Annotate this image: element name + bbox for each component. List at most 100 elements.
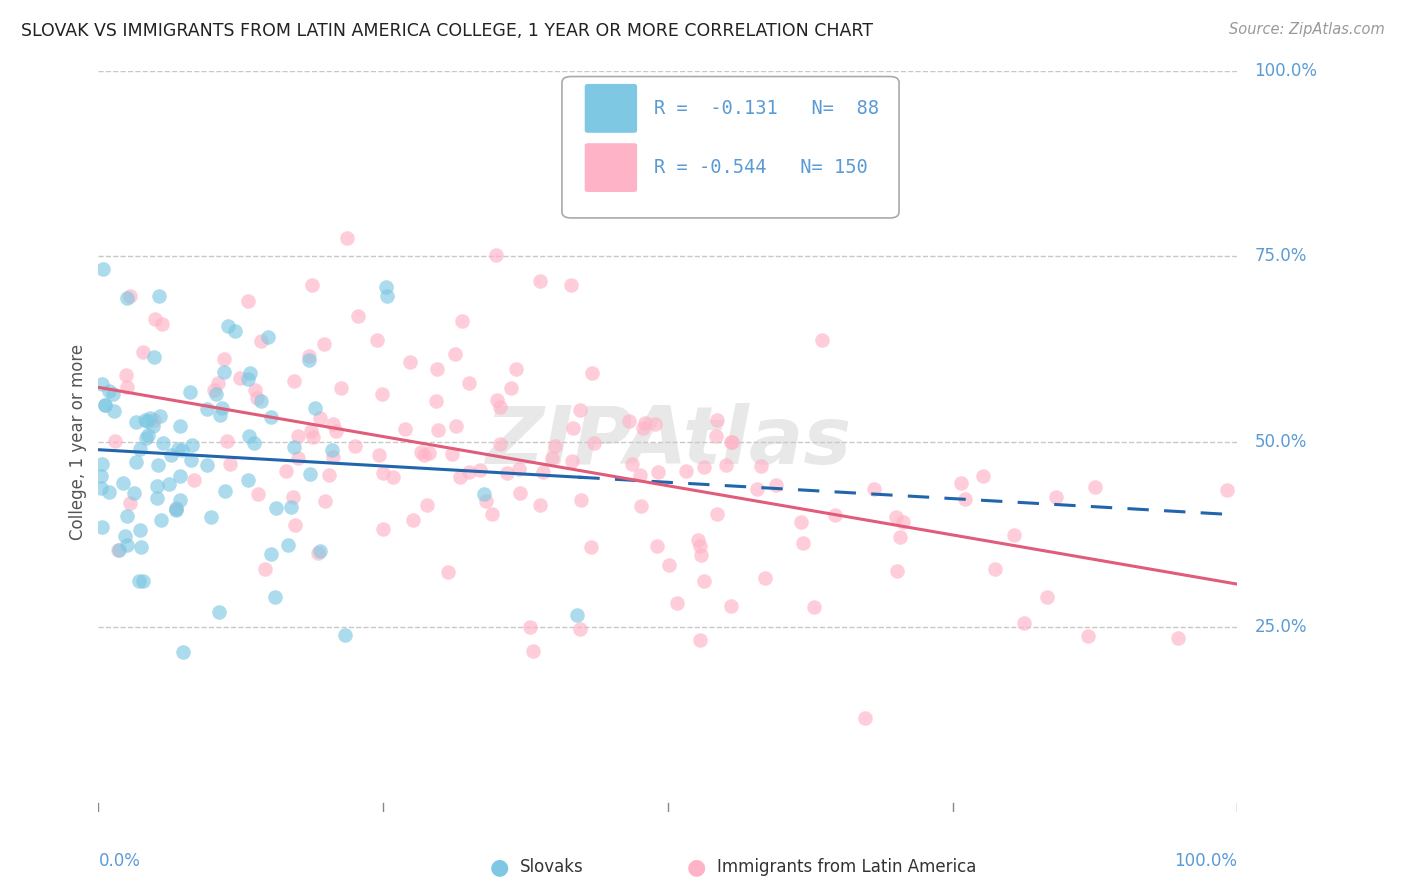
Point [165, 503, 187, 517]
Text: 25.0%: 25.0% [1254, 617, 1306, 636]
Point [567, 608, 589, 623]
Point [1045, 490, 1067, 504]
Point [202, 383, 225, 397]
Point [955, 491, 977, 506]
Point [891, 515, 914, 529]
Point [115, 368, 138, 382]
Point [426, 423, 449, 437]
Point [375, 289, 398, 303]
Point [239, 366, 262, 380]
Point [91, 261, 114, 276]
Point [115, 508, 138, 523]
Point [142, 413, 165, 427]
Point [581, 366, 603, 380]
Point [157, 476, 180, 491]
Point [283, 440, 305, 454]
Text: Slovaks: Slovaks [520, 858, 583, 876]
Point [115, 538, 138, 552]
Point [505, 361, 527, 376]
Point [297, 349, 319, 363]
Point [280, 500, 302, 514]
FancyBboxPatch shape [562, 77, 898, 218]
FancyBboxPatch shape [585, 144, 637, 192]
Point [371, 522, 394, 536]
Point [217, 318, 239, 333]
Point [260, 410, 283, 425]
Point [451, 314, 474, 328]
Point [720, 435, 742, 450]
Point [562, 421, 585, 435]
Point [94, 399, 117, 413]
Point [243, 435, 266, 450]
Point [485, 248, 508, 262]
Point [568, 622, 591, 636]
Point [853, 711, 876, 725]
Text: ZIPAtlas: ZIPAtlas [485, 402, 851, 481]
Point [146, 458, 169, 472]
Point [129, 442, 152, 457]
Point [325, 424, 347, 438]
Point [1216, 483, 1239, 497]
Point [90, 481, 112, 495]
Text: R =  -0.131   N=  88: R = -0.131 N= 88 [654, 99, 879, 118]
Point [112, 475, 135, 490]
Point [644, 417, 666, 431]
Point [263, 590, 285, 604]
Point [129, 541, 152, 555]
Point [628, 467, 651, 482]
Point [122, 486, 145, 500]
Point [139, 411, 162, 425]
Point [402, 513, 425, 527]
Point [690, 549, 713, 563]
Point [160, 448, 183, 462]
Point [486, 393, 509, 408]
Point [519, 619, 541, 633]
Point [91, 457, 114, 471]
Point [274, 465, 297, 479]
Point [200, 509, 222, 524]
Point [811, 334, 834, 348]
Point [103, 404, 125, 418]
Point [617, 414, 640, 428]
Point [749, 458, 772, 473]
Point [301, 278, 323, 293]
Point [322, 450, 344, 464]
Point [150, 317, 173, 331]
Text: 100.0%: 100.0% [1174, 853, 1237, 871]
Point [561, 454, 583, 468]
Point [179, 385, 201, 400]
Point [621, 457, 644, 471]
Point [172, 645, 194, 659]
Point [214, 483, 236, 498]
Point [91, 376, 114, 391]
Point [97, 485, 120, 500]
Point [335, 628, 357, 642]
Point [224, 325, 246, 339]
Point [321, 443, 343, 458]
Point [495, 467, 517, 481]
Point [146, 491, 169, 506]
Point [165, 502, 187, 516]
Point [299, 467, 322, 482]
Text: 0.0%: 0.0% [98, 853, 141, 871]
Point [207, 376, 229, 390]
Point [689, 633, 711, 648]
Point [281, 490, 304, 504]
Point [318, 468, 340, 483]
Point [721, 434, 744, 449]
Point [529, 274, 551, 288]
Point [283, 374, 305, 388]
Point [101, 387, 124, 401]
Text: ●: ● [686, 857, 706, 877]
Point [238, 429, 260, 443]
Point [444, 347, 467, 361]
Point [884, 510, 907, 524]
Point [686, 533, 709, 547]
Point [544, 439, 567, 453]
Point [142, 419, 165, 434]
Point [120, 289, 142, 303]
Point [950, 475, 973, 490]
Point [347, 309, 370, 323]
Point [143, 350, 166, 364]
Point [136, 414, 159, 428]
